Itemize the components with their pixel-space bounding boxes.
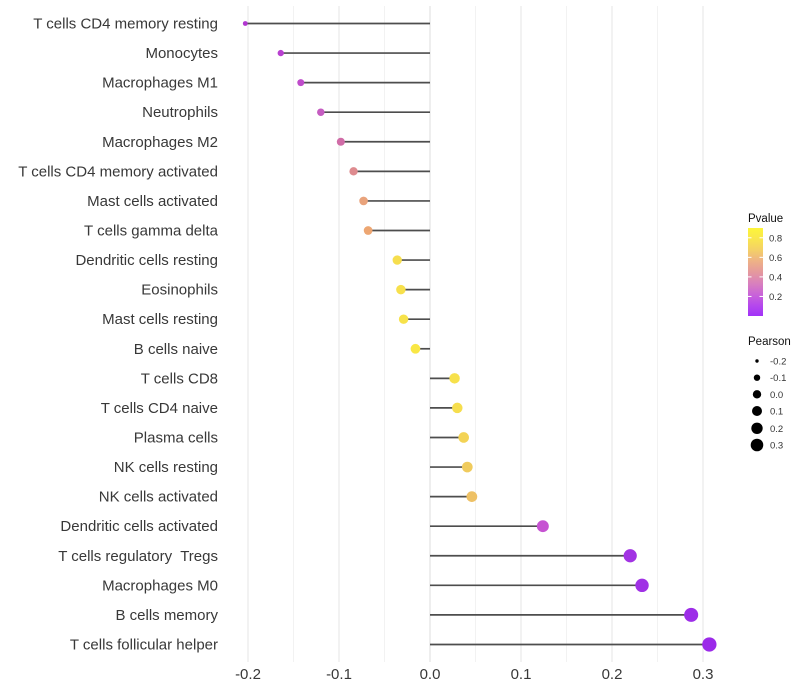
pvalue-tick-label: 0.2 <box>769 292 782 303</box>
y-axis-label: T cells CD4 memory activated <box>18 163 218 180</box>
data-point <box>317 108 325 116</box>
pvalue-tick-label: 0.4 <box>769 272 782 283</box>
pearson-legend-label: -0.1 <box>770 373 786 384</box>
y-axis-label: Dendritic cells activated <box>60 518 218 535</box>
data-point <box>359 196 368 206</box>
y-axis-label: Mast cells activated <box>87 193 218 210</box>
data-point <box>297 79 305 87</box>
data-point <box>363 226 373 235</box>
pvalue-tick-label: 0.8 <box>769 233 782 244</box>
x-axis-label: 0.3 <box>693 666 714 683</box>
pearson-legend-dot <box>752 390 762 399</box>
y-axis-label: T cells CD4 naive <box>101 400 218 417</box>
pearson-legend-dot <box>752 406 762 416</box>
pearson-legend-dot <box>755 359 759 363</box>
data-point <box>452 402 463 414</box>
y-axis-label: T cells CD8 <box>141 370 218 387</box>
pearson-legend-dot <box>751 422 763 434</box>
data-point <box>392 255 402 265</box>
x-axis-label: 0.0 <box>420 666 441 683</box>
data-point <box>461 461 473 473</box>
y-axis-label: Monocytes <box>145 45 218 62</box>
pearson-legend-label: 0.3 <box>770 441 783 452</box>
pvalue-tick-label: 0.6 <box>769 253 782 264</box>
data-point <box>635 578 649 593</box>
y-axis-label: NK cells activated <box>99 489 218 506</box>
y-axis-label: T cells CD4 memory resting <box>33 16 218 33</box>
pearson-legend-dot <box>750 438 764 452</box>
data-point <box>458 432 469 443</box>
data-point <box>398 314 409 324</box>
data-point <box>684 607 699 622</box>
data-point <box>396 284 406 295</box>
data-point <box>410 343 421 354</box>
y-axis-label: NK cells resting <box>114 459 218 476</box>
data-point <box>623 549 637 563</box>
pearson-legend-label: 0.1 <box>770 407 783 418</box>
x-axis-label: -0.1 <box>326 666 352 683</box>
y-axis-label: Plasma cells <box>134 429 218 446</box>
data-point <box>702 637 717 652</box>
data-point <box>349 167 358 176</box>
y-axis-label: Macrophages M1 <box>102 75 218 92</box>
y-axis-label: B cells naive <box>134 341 218 358</box>
pearson-legend-dot <box>753 374 761 381</box>
data-point <box>449 373 460 384</box>
y-axis-label: T cells follicular helper <box>70 636 218 653</box>
data-point <box>242 21 248 26</box>
data-point <box>277 49 284 57</box>
y-axis-label: Dendritic cells resting <box>75 252 218 269</box>
y-axis-label: T cells gamma delta <box>84 222 219 239</box>
pearson-legend-label: 0.2 <box>770 424 783 435</box>
y-axis-label: Neutrophils <box>142 104 218 121</box>
pearson-legend-title: Pearson <box>748 336 791 348</box>
x-axis-label: -0.2 <box>235 666 261 683</box>
data-point <box>536 520 549 533</box>
y-axis-label: Mast cells resting <box>102 311 218 328</box>
data-point <box>336 137 345 146</box>
pearson-legend-label: 0.0 <box>770 390 783 401</box>
y-axis-label: T cells regulatory Tregs <box>58 548 218 565</box>
x-axis-label: 0.2 <box>602 666 623 683</box>
y-axis-label: Eosinophils <box>141 282 218 299</box>
pvalue-colorbar <box>748 228 763 316</box>
x-axis-label: 0.1 <box>511 666 532 683</box>
data-point <box>466 491 478 502</box>
y-axis-label: B cells memory <box>115 607 218 624</box>
y-axis-label: Macrophages M0 <box>102 577 218 594</box>
y-axis-label: Macrophages M2 <box>102 134 218 151</box>
pvalue-legend-title: Pvalue <box>748 213 783 225</box>
pearson-legend-label: -0.2 <box>770 357 786 368</box>
